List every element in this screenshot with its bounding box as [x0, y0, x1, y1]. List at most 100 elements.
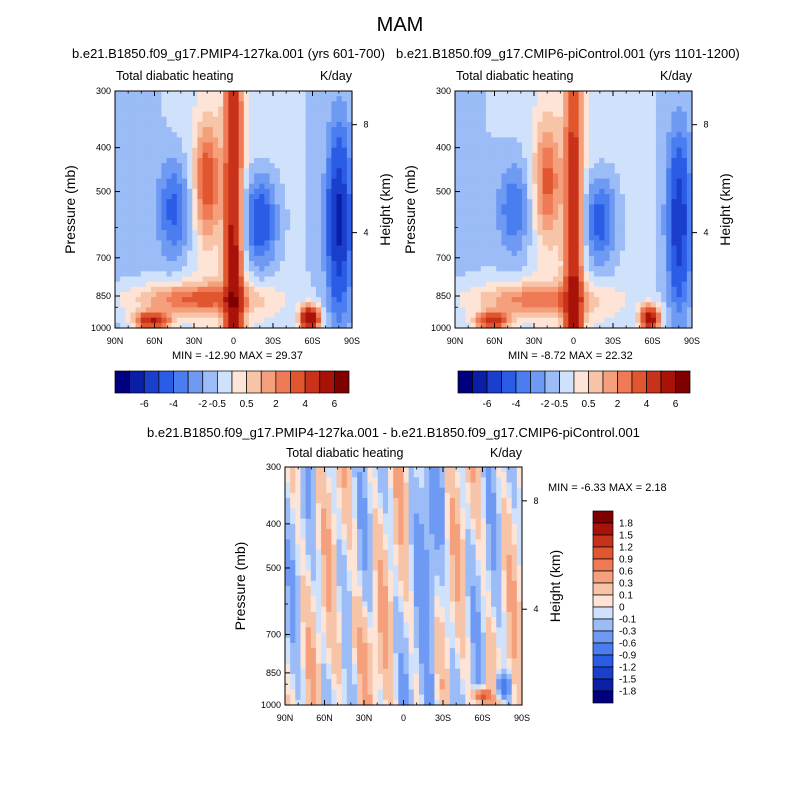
contour-cell [336, 178, 343, 185]
contour-cell [321, 147, 327, 154]
contour-cell [470, 121, 477, 128]
contour-cell [187, 183, 193, 190]
contour-cell [310, 91, 317, 97]
contour-cell [223, 152, 229, 159]
contour-cell [635, 209, 642, 216]
contour-cell [285, 132, 291, 138]
contour-cell [197, 219, 204, 226]
contour-cell [156, 317, 162, 324]
contour-cell [228, 152, 235, 159]
contour-cell [460, 302, 466, 308]
contour-cell [238, 101, 245, 108]
contour-cell [305, 312, 312, 319]
contour-cell [491, 96, 497, 102]
contour-cell [346, 245, 353, 252]
contour-cell [542, 276, 549, 283]
contour-cell [563, 101, 569, 108]
contour-cell [218, 96, 224, 102]
contour-cell [130, 152, 137, 159]
contour-cell [279, 219, 286, 226]
contour-cell [460, 204, 466, 211]
contour-cell [547, 194, 554, 200]
contour-cell [609, 302, 616, 308]
contour-cell [120, 199, 126, 205]
contour-cell [315, 472, 322, 478]
panel-1-left-label: Total diabatic heating [116, 69, 234, 83]
contour-cell [521, 132, 528, 138]
contour-cell [140, 286, 147, 293]
contour-cell [573, 121, 580, 128]
contour-cell [181, 183, 188, 190]
contour-cell [686, 101, 693, 108]
contour-cell [573, 281, 580, 288]
contour-cell [305, 472, 312, 478]
contour-cell [285, 111, 291, 118]
contour-cell [521, 116, 528, 123]
contour-cell [558, 194, 564, 200]
contour-cell [470, 224, 477, 231]
contour-cell [645, 271, 652, 278]
contour-cell [197, 132, 204, 138]
contour-cell [315, 168, 322, 175]
contour-cell [305, 152, 312, 159]
contour-cell [552, 266, 559, 272]
contour-cell [470, 219, 477, 226]
contour-cell [563, 204, 569, 211]
contour-cell [140, 240, 147, 247]
contour-cell [516, 204, 523, 211]
contour-cell [537, 224, 544, 231]
contour-cell [655, 261, 662, 267]
contour-cell [156, 302, 162, 308]
contour-cell [650, 204, 657, 211]
contour-cell [532, 163, 539, 169]
contour-cell [552, 183, 559, 190]
contour-cell [269, 214, 276, 221]
contour-cell [671, 147, 678, 154]
contour-cell [645, 152, 652, 159]
contour-cell [588, 106, 595, 113]
contour-cell [635, 204, 642, 211]
contour-cell [625, 204, 631, 211]
contour-cell [625, 209, 631, 216]
contour-cell [145, 297, 152, 303]
contour-cell [521, 209, 528, 216]
contour-cell [583, 194, 590, 200]
contour-cell [614, 96, 621, 102]
contour-cell [563, 297, 569, 303]
contour-cell [460, 281, 466, 288]
contour-cell [583, 137, 590, 144]
contour-cell [166, 312, 173, 319]
contour-cell [321, 91, 327, 97]
contour-cell [295, 137, 302, 144]
contour-cell [321, 214, 327, 221]
contour-cell [305, 96, 312, 102]
contour-cell [506, 96, 513, 102]
contour-cell [671, 219, 678, 226]
contour-cell [156, 261, 162, 267]
contour-cell [274, 219, 281, 226]
colorbar-box [631, 370, 647, 394]
contour-cell [516, 266, 523, 272]
contour-cell [181, 297, 188, 303]
contour-cell [573, 255, 580, 262]
contour-cell [537, 121, 544, 128]
contour-cell [666, 178, 672, 185]
contour-cell [630, 194, 636, 200]
contour-cell [630, 132, 636, 138]
contour-cell [594, 91, 600, 97]
contour-cell [666, 266, 672, 272]
contour-cell [645, 291, 652, 298]
contour-cell [491, 132, 497, 138]
contour-cell [228, 96, 235, 102]
contour-cell [382, 487, 389, 494]
contour-cell [367, 503, 374, 509]
contour-cell [346, 214, 353, 221]
contour-cell [269, 261, 276, 267]
contour-cell [218, 194, 224, 200]
contour-cell [305, 204, 312, 211]
contour-cell [321, 523, 327, 530]
contour-cell [537, 235, 544, 242]
contour-cell [578, 302, 585, 308]
contour-cell [248, 188, 255, 195]
contour-cell [681, 302, 688, 308]
